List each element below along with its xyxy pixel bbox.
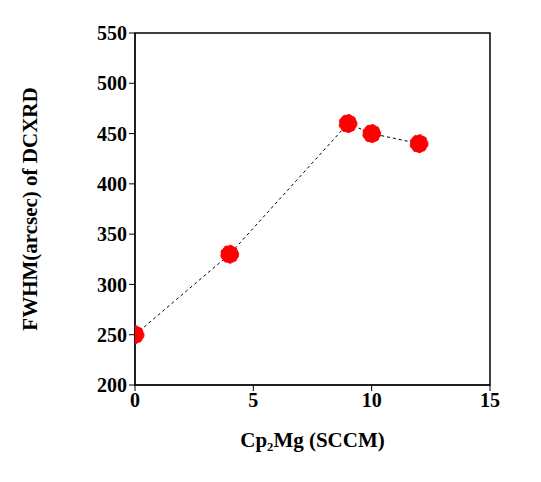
svg-text:Cp₂Mg (SCCM): Cp₂Mg (SCCM) bbox=[240, 428, 385, 452]
svg-text:300: 300 bbox=[97, 274, 127, 296]
svg-text:200: 200 bbox=[97, 374, 127, 396]
svg-text:550: 550 bbox=[97, 22, 127, 44]
svg-text:15: 15 bbox=[480, 389, 500, 411]
svg-text:FWHM(arcsec) of DCXRD: FWHM(arcsec) of DCXRD bbox=[18, 87, 42, 330]
svg-text:450: 450 bbox=[97, 123, 127, 145]
svg-text:350: 350 bbox=[97, 223, 127, 245]
svg-text:5: 5 bbox=[248, 389, 258, 411]
svg-text:250: 250 bbox=[97, 324, 127, 346]
svg-text:10: 10 bbox=[362, 389, 382, 411]
svg-text:400: 400 bbox=[97, 173, 127, 195]
svg-text:0: 0 bbox=[130, 389, 140, 411]
svg-text:500: 500 bbox=[97, 72, 127, 94]
